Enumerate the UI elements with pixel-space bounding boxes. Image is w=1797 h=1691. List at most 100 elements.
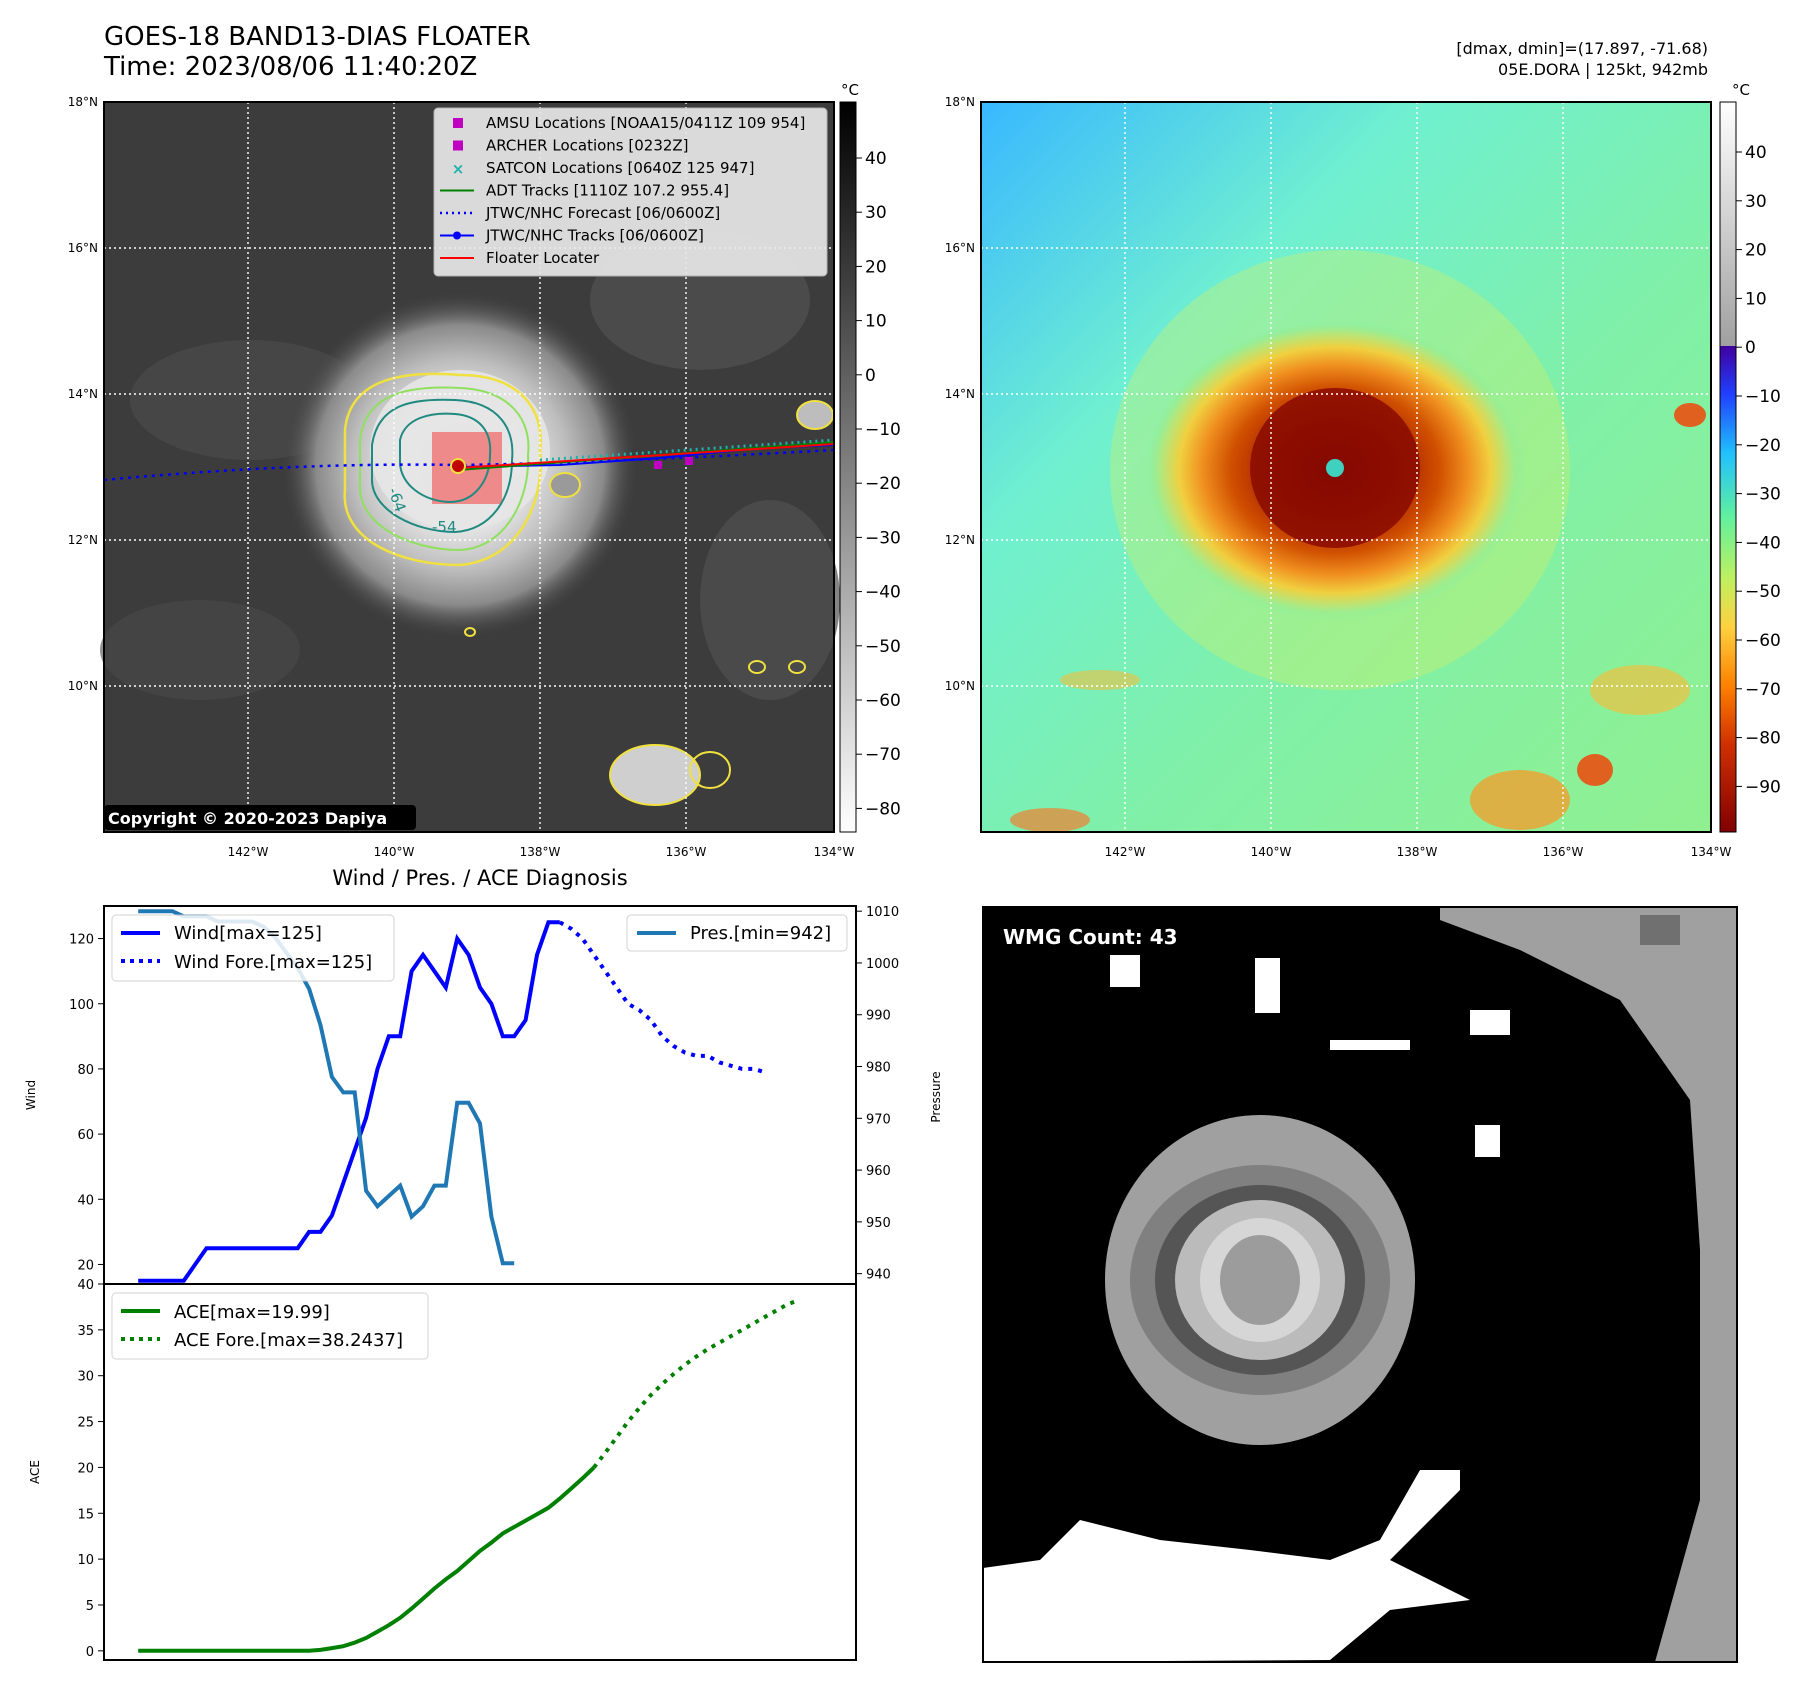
lon-tick-label: 138°W [520, 845, 561, 859]
legend-label: SATCON Locations [0640Z 125 947] [486, 159, 754, 177]
right-map-lon-ticks: 142°W 140°W 138°W 136°W 134°W [1105, 845, 1732, 859]
grayscale-map: -64 -54 Copyrigh [100, 101, 840, 833]
lon-tick-label: 138°W [1397, 845, 1438, 859]
ace-tick-label: 35 [77, 1324, 94, 1339]
colorbar-tick-label: 30 [865, 203, 887, 223]
wmg-eye [1220, 1235, 1300, 1325]
lon-tick-label: 140°W [1251, 845, 1292, 859]
legend-label: JTWC/NHC Forecast [06/0600Z] [485, 204, 720, 222]
floater-track [457, 443, 835, 469]
wind-series-line [138, 920, 560, 1283]
pressure-tick-label: 970 [866, 1112, 891, 1127]
lat-tick-label: 10°N [68, 679, 98, 693]
pres-legend-label: Pres.[min=942] [690, 923, 831, 944]
figure-title: GOES-18 BAND13-DIAS FLOATER [104, 22, 531, 52]
ace-forecast-line [592, 1298, 800, 1469]
wind-tick-label: 120 [69, 933, 94, 948]
legend-label: ARCHER Locations [0232Z] [486, 137, 689, 155]
figure-time: Time: 2023/08/06 11:40:20Z [103, 52, 477, 82]
map-legend-entries: AMSU Locations [NOAA15/0411Z 109 954] ARC… [440, 114, 805, 267]
ace-tick-label: 10 [77, 1553, 94, 1568]
pressure-legend [626, 914, 848, 952]
colorbar-tick-label: −80 [865, 799, 901, 819]
colorbar-tick-label: 0 [865, 366, 876, 386]
colorbar-tick-label: −50 [1745, 582, 1781, 602]
color-colorbar-unit: °C [1732, 81, 1750, 99]
left-map-lat-ticks: 18°N 16°N 14°N 12°N 10°N [68, 95, 98, 693]
color-map [980, 101, 1712, 833]
ace-panel: 40 35 30 25 20 15 10 5 0 ACE ACE[max=19.99] ACE … [28, 1278, 857, 1661]
lon-tick-label: 134°W [1691, 845, 1732, 859]
color-colorbar: °C 40 30 20 10 0 −10 −20 −30 −40 −50 −60 −70 −80 −90 [1719, 81, 1781, 833]
pressure-tick-label: 950 [866, 1216, 891, 1231]
colorbar-tick-label: −70 [865, 745, 901, 765]
wind-fore-legend-label: Wind Fore.[max=125] [174, 952, 372, 973]
legend-label: JTWC/NHC Tracks [06/0600Z] [485, 227, 704, 245]
pressure-tick-label: 1010 [866, 905, 899, 920]
colorbar-tick-label: −30 [865, 528, 901, 548]
colorbar-tick-label: −10 [865, 420, 901, 440]
lon-tick-label: 142°W [228, 845, 269, 859]
pressure-tick-label: 940 [866, 1268, 891, 1283]
eye-color [1326, 459, 1344, 477]
colorbar-tick-label: −40 [865, 583, 901, 603]
amsu-point [685, 457, 693, 465]
wind-legend-label: Wind[max=125] [174, 923, 322, 944]
lon-tick-label: 136°W [1543, 845, 1584, 859]
colorbar-tick-label: 40 [865, 149, 887, 169]
left-map-lon-ticks: 142°W 140°W 138°W 136°W 134°W [228, 845, 855, 859]
wind-tick-label: 40 [77, 1193, 94, 1208]
contour-teal-outer [371, 398, 514, 534]
wind-tick-label: 80 [77, 1063, 94, 1078]
wind-legend [111, 914, 395, 982]
lat-tick-label: 14°N [945, 387, 975, 401]
pressure-tick-label: 990 [866, 1009, 891, 1024]
ace-series-line [138, 1466, 596, 1653]
colorbar-tick-label: −50 [865, 637, 901, 657]
ace-tick-label: 25 [77, 1416, 94, 1431]
lat-tick-label: 12°N [68, 533, 98, 547]
ace-tick-label: 20 [77, 1461, 94, 1476]
colorbar-tick-label: 40 [1745, 143, 1767, 163]
legend-label: Floater Locater [486, 249, 600, 267]
convection-blob [610, 745, 700, 805]
satcon-points [539, 438, 835, 462]
lat-tick-label: 18°N [68, 95, 98, 109]
contour-teal-inner [399, 412, 492, 504]
colorbar-tick-label: 20 [865, 257, 887, 277]
archer-point [654, 461, 662, 469]
contour-label-54: -54 [432, 518, 457, 536]
wmg-count-label: WMG Count: 43 [1003, 925, 1178, 949]
map-legend [433, 107, 828, 277]
lat-tick-label: 14°N [68, 387, 98, 401]
ace-tick-label: 30 [77, 1370, 94, 1385]
colorbar-tick-label: 10 [865, 312, 887, 332]
lon-tick-label: 134°W [814, 845, 855, 859]
lon-tick-label: 136°W [666, 845, 707, 859]
legend-label: ADT Tracks [1110Z 107.2 955.4] [486, 182, 729, 200]
colorbar-tick-label: 30 [1745, 192, 1767, 212]
contour-green [358, 386, 530, 552]
legend-marker-square [453, 140, 463, 151]
ace-legend-label: ACE[max=19.99] [174, 1302, 330, 1323]
colorbar-tick-label: −20 [865, 474, 901, 494]
colorbar-tick-label: 10 [1745, 289, 1767, 309]
legend-label: AMSU Locations [NOAA15/0411Z 109 954] [486, 114, 805, 132]
legend-marker-square [453, 118, 463, 128]
wind-ylabel: Wind [24, 1080, 38, 1110]
wind-pressure-panel: 120 100 80 60 40 20 1010 1000 990 980 970 960 950 94… [24, 905, 943, 1285]
pressure-tick-label: 1000 [866, 957, 899, 972]
dmax-dmin-label: [dmax, dmin]=(17.897, -71.68) [1456, 39, 1708, 58]
lat-tick-label: 10°N [945, 679, 975, 693]
lon-tick-label: 140°W [374, 845, 415, 859]
legend-marker-dot [453, 231, 461, 240]
wind-tick-label: 20 [77, 1258, 94, 1273]
wind-forecast-line [558, 920, 766, 1075]
copyright-text: Copyright © 2020-2023 Dapiya [108, 809, 387, 828]
colorbar-tick-label: −70 [1745, 680, 1781, 700]
colorbar-tick-label: 20 [1745, 241, 1767, 261]
ace-tick-label: 15 [77, 1507, 94, 1522]
pressure-tick-label: 960 [866, 1164, 891, 1179]
colorbar-tick-label: −30 [1745, 485, 1781, 505]
